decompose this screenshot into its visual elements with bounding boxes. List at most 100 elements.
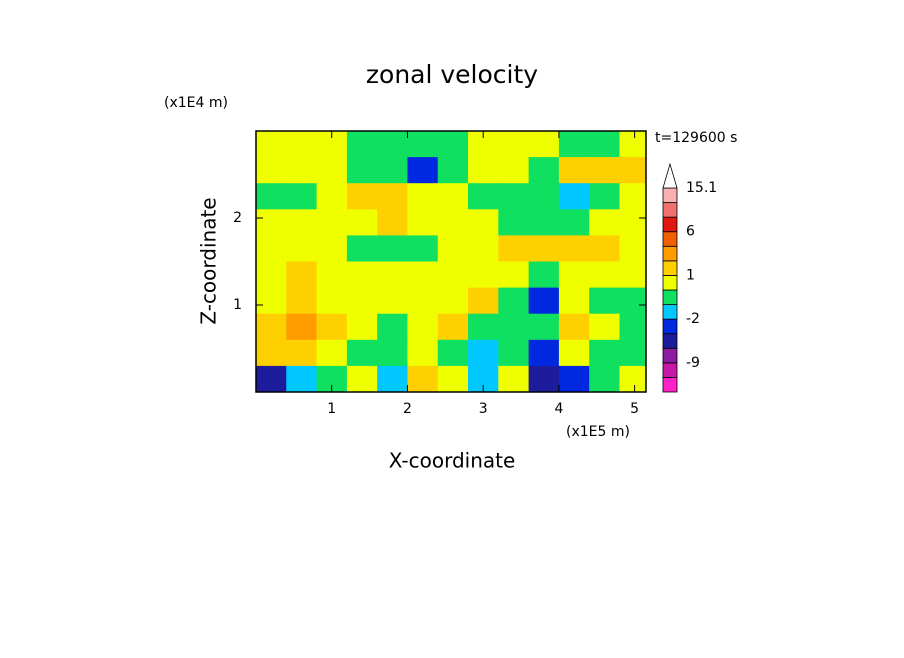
contour-cell	[498, 313, 530, 341]
contour-cell	[619, 157, 646, 184]
contour-cell	[377, 209, 408, 236]
contour-cell	[346, 287, 378, 315]
contour-cell	[346, 131, 378, 158]
contour-cell	[558, 235, 590, 262]
contour-cell	[437, 287, 469, 315]
colorbar-box	[662, 260, 678, 276]
contour-cell	[316, 209, 348, 236]
colorbar-box	[662, 187, 678, 203]
contour-cell	[286, 313, 318, 341]
contour-cell	[528, 131, 560, 158]
contour-cell	[437, 313, 469, 341]
x-unit: (x1E5 m)	[566, 424, 630, 440]
contour-cell	[377, 287, 408, 315]
contour-cell	[528, 157, 560, 184]
colorbar-box	[662, 216, 678, 233]
contour-cell	[346, 313, 378, 341]
colorbar-box	[662, 304, 678, 320]
colorbar-box	[662, 377, 678, 393]
contour-cell	[589, 157, 620, 184]
contour-cell	[256, 287, 287, 315]
contour-cell	[528, 287, 560, 315]
contour-cell	[407, 183, 439, 210]
contour-cell	[619, 235, 646, 262]
colorbar-box	[662, 275, 678, 291]
contour-cell	[619, 209, 646, 236]
contour-cell	[468, 261, 499, 289]
contour-cell	[528, 235, 560, 262]
contour-cell	[589, 287, 620, 315]
contour-cell	[286, 235, 318, 262]
contour-cell	[498, 209, 530, 236]
contour-cell	[528, 365, 560, 392]
contour-cell	[528, 313, 560, 341]
contour-cell	[619, 313, 646, 341]
contour-cell	[377, 313, 408, 341]
contour-cell	[437, 157, 469, 184]
contour-cell	[558, 157, 590, 184]
colorbar-label: 1	[686, 267, 695, 283]
contour-cell	[558, 131, 590, 158]
contour-cell	[619, 339, 646, 367]
contour-cell	[437, 131, 469, 158]
contour-cell	[468, 287, 499, 315]
contour-cell	[468, 209, 499, 236]
contour-cell	[498, 261, 530, 289]
colorbar-box	[662, 289, 678, 305]
contour-cell	[528, 183, 560, 210]
colorbar-box	[662, 362, 678, 378]
contour-cell	[498, 157, 530, 184]
contour-cell	[316, 157, 348, 184]
contour-cell	[377, 183, 408, 210]
contour-cell	[558, 209, 590, 236]
contour-cell	[589, 131, 620, 158]
contour-cell	[316, 287, 348, 315]
x-tick-label: 5	[630, 401, 639, 417]
contour-cell	[468, 157, 499, 184]
colorbar-box	[662, 202, 678, 218]
contour-cell	[437, 261, 469, 289]
contour-cell	[316, 261, 348, 289]
contour-cell	[286, 157, 318, 184]
y-tick-label: 2	[233, 210, 242, 226]
plot-frame	[255, 130, 647, 393]
y-unit: (x1E4 m)	[164, 95, 228, 111]
contour-cell	[528, 339, 560, 367]
contour-cell	[468, 313, 499, 341]
contour-cell	[437, 365, 469, 392]
contour-cell	[286, 183, 318, 210]
contour-cell	[346, 235, 378, 262]
contour-cell	[558, 183, 590, 210]
contour-cell	[316, 339, 348, 367]
contour-cell	[377, 339, 408, 367]
colorbar-box	[662, 347, 678, 364]
contour-cell	[589, 365, 620, 392]
contour-field	[256, 131, 646, 392]
contour-cell	[407, 235, 439, 262]
contour-cell	[346, 365, 378, 392]
contour-cell	[498, 365, 530, 392]
contour-cell	[316, 313, 348, 341]
x-tick-label: 4	[554, 401, 563, 417]
annotation: t=129600 s	[655, 130, 737, 146]
contour-cell	[589, 235, 620, 262]
contour-cell	[619, 261, 646, 289]
contour-cell	[346, 183, 378, 210]
contour-cell	[256, 365, 287, 392]
contour-cell	[528, 261, 560, 289]
x-tick-label: 3	[479, 401, 488, 417]
contour-cell	[619, 365, 646, 392]
contour-cell	[256, 313, 287, 341]
contour-cell	[377, 157, 408, 184]
y-axis-label: Z-coordinate	[197, 197, 221, 324]
contour-cell	[528, 209, 560, 236]
contour-cell	[286, 339, 318, 367]
x-tick-label: 1	[327, 401, 336, 417]
contour-cell	[558, 365, 590, 392]
contour-cell	[286, 365, 318, 392]
contour-cell	[407, 339, 439, 367]
contour-cell	[589, 209, 620, 236]
contour-cell	[286, 209, 318, 236]
contour-cell	[256, 339, 287, 367]
